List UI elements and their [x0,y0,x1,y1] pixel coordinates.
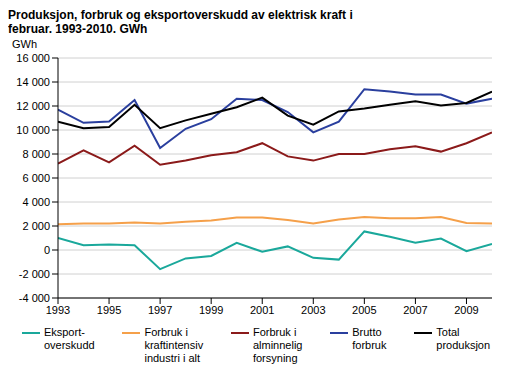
svg-text:1995: 1995 [97,304,121,316]
svg-text:2003: 2003 [301,304,325,316]
html-text:Eksport- overskudd: Eksport- overskudd [43,326,95,351]
svg-text:8 000: 8 000 [22,148,50,160]
svg-text:10 000: 10 000 [16,124,50,136]
svg-text:1997: 1997 [148,304,172,316]
svg-text:-4 000: -4 000 [19,292,50,304]
svg-text:2001: 2001 [250,304,274,316]
html-text:GWh: GWh [12,38,38,50]
html-text:Forbruk i alminnelig forsyning: Forbruk i alminnelig forsyning [252,326,303,364]
svg-text:12 000: 12 000 [16,100,50,112]
svg-text:-2 000: -2 000 [19,268,50,280]
html-text:Total produksjon: Total produksjon [436,326,491,351]
svg-text:16 000: 16 000 [16,52,50,64]
svg-text:0: 0 [44,244,50,256]
svg-text:1999: 1999 [199,304,223,316]
html-text:Produksjon, forbruk og eksport: Produksjon, forbruk og eksportoverskudd … [8,8,353,36]
html-text:Brutto forbruk: Brutto forbruk [352,326,387,351]
svg-text:2 000: 2 000 [22,220,50,232]
html-text:Forbruk i kraftintensiv indust: Forbruk i kraftintensiv industri i alt [144,326,204,364]
svg-text:4 000: 4 000 [22,196,50,208]
svg-text:1993: 1993 [46,304,70,316]
svg-text:2007: 2007 [403,304,427,316]
svg-text:6 000: 6 000 [22,172,50,184]
svg-text:2005: 2005 [352,304,376,316]
svg-text:2009: 2009 [454,304,478,316]
svg-text:14 000: 14 000 [16,76,50,88]
